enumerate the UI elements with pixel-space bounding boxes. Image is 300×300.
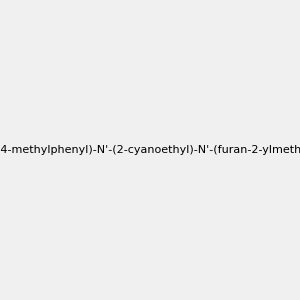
Text: N-(2-chloro-4-methylphenyl)-N'-(2-cyanoethyl)-N'-(furan-2-ylmethyl)oxamide: N-(2-chloro-4-methylphenyl)-N'-(2-cyanoe… (0, 145, 300, 155)
